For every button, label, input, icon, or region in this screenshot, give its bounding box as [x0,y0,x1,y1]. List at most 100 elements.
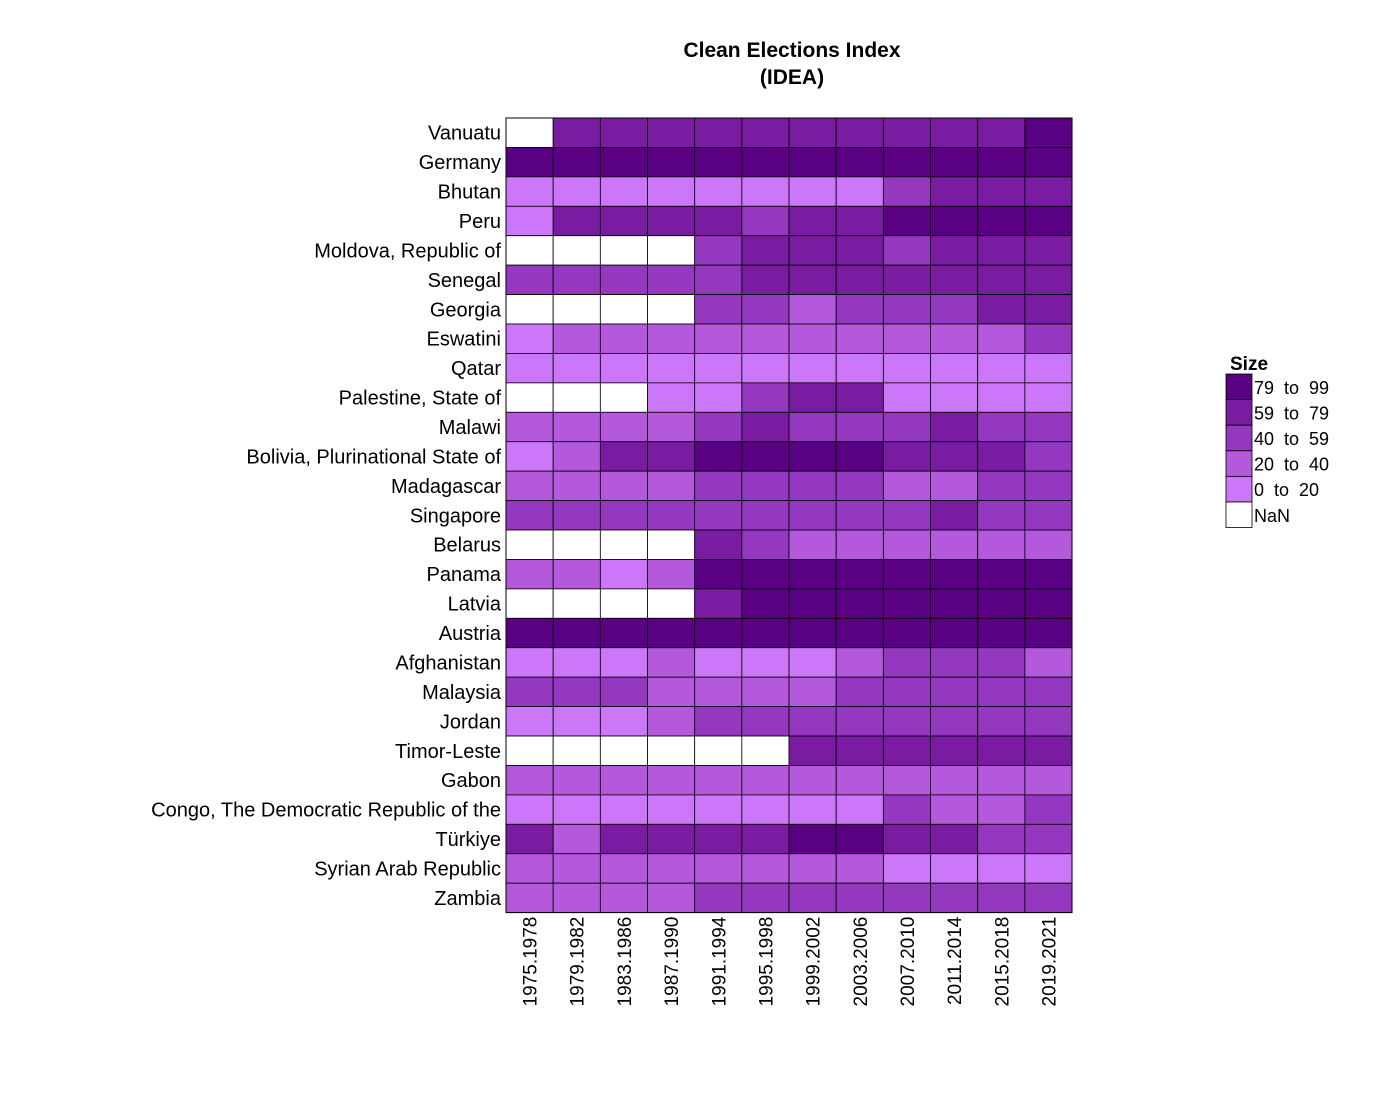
heatmap-cell [599,176,648,207]
heatmap-cell [505,765,554,796]
heatmap-cells [505,117,1073,914]
heatmap-cell [647,588,696,619]
heatmap-cell [788,441,837,472]
heatmap-cell [647,441,696,472]
column-label: 2007.2010 [898,917,919,1007]
heatmap-cell [835,794,884,825]
heatmap-cell [930,441,979,472]
heatmap-cell [930,117,979,148]
heatmap-cell [599,794,648,825]
heatmap-cell [552,205,601,237]
heatmap-cell [647,617,696,649]
heatmap-cell [835,647,884,678]
legend-label: 59 to 79 [1254,403,1329,423]
heatmap-cell [835,235,884,266]
heatmap-cell [552,441,601,472]
heatmap-cell [505,382,554,413]
heatmap-cell [741,470,790,501]
column-label: 1991.1994 [709,916,730,1006]
heatmap-cell [647,529,696,560]
heatmap-cell [599,264,648,295]
heatmap-cell [505,676,554,707]
heatmap-cell [599,470,648,501]
heatmap-cell [835,735,884,766]
heatmap-cell [552,411,601,443]
heatmap-cell [505,794,554,825]
row-label: Latvia [448,594,502,616]
heatmap-cell [647,853,696,884]
heatmap-cell [694,706,743,737]
heatmap-cell [930,500,979,531]
heatmap-cell [882,617,931,649]
heatmap-cell [599,735,648,766]
legend-label: 20 to 40 [1254,455,1329,475]
heatmap-cell [788,617,837,649]
heatmap-cell [788,559,837,590]
heatmap-cell [882,500,931,531]
heatmap-cell [694,676,743,707]
heatmap-cell [741,441,790,472]
column-label: 1987.1990 [662,917,683,1007]
heatmap-cell [599,147,648,178]
heatmap-cell [694,765,743,796]
heatmap-cell [694,853,743,884]
heatmap-cell [930,205,979,237]
row-label: Jordan [440,711,501,733]
heatmap-cell [741,235,790,266]
heatmap-cell [599,765,648,796]
heatmap-cell [788,382,837,413]
heatmap-cell [552,353,601,384]
heatmap-cell [647,294,696,325]
heatmap-cell [1024,500,1073,531]
heatmap-cell [977,823,1026,855]
heatmap-cell [647,117,696,148]
heatmap-cell [930,294,979,325]
heatmap-cell [741,529,790,560]
heatmap-cell [694,294,743,325]
heatmap-cell [977,559,1026,590]
heatmap-cell [505,264,554,295]
heatmap-cell [694,882,743,914]
heatmap-cell [977,588,1026,619]
heatmap-cell [694,470,743,501]
heatmap-cell [741,323,790,354]
heatmap-cell [835,676,884,707]
heatmap-cell [977,765,1026,796]
heatmap-cell [552,147,601,178]
heatmap-cell [505,117,554,148]
legend-swatch [1225,501,1253,529]
heatmap-cell [694,353,743,384]
heatmap-cell [505,235,554,266]
heatmap-cell [835,353,884,384]
heatmap-cell [1024,794,1073,825]
heatmap-cell [505,617,554,649]
heatmap-cell [647,735,696,766]
heatmap-cell [1024,176,1073,207]
heatmap-cell [599,588,648,619]
heatmap-cell [647,500,696,531]
heatmap-cell [1024,765,1073,796]
heatmap-cell [505,529,554,560]
heatmap-cell [505,353,554,384]
heatmap-cell [788,735,837,766]
heatmap-cell [552,676,601,707]
heatmap-cell [1024,470,1073,501]
heatmap-cell [788,500,837,531]
heatmap-cell [835,882,884,914]
heatmap-cell [694,205,743,237]
heatmap-cell [1024,235,1073,266]
heatmap-cell [835,529,884,560]
heatmap-cell [788,176,837,207]
heatmap-cell [788,205,837,237]
heatmap-cell [930,882,979,914]
heatmap-cell [1024,441,1073,472]
heatmap-cell [599,529,648,560]
heatmap-cell [599,823,648,855]
heatmap-cell [694,411,743,443]
heatmap-cell [882,706,931,737]
heatmap-cell [788,235,837,266]
heatmap-cell [599,411,648,443]
heatmap-cell [882,441,931,472]
heatmap-cell [741,765,790,796]
